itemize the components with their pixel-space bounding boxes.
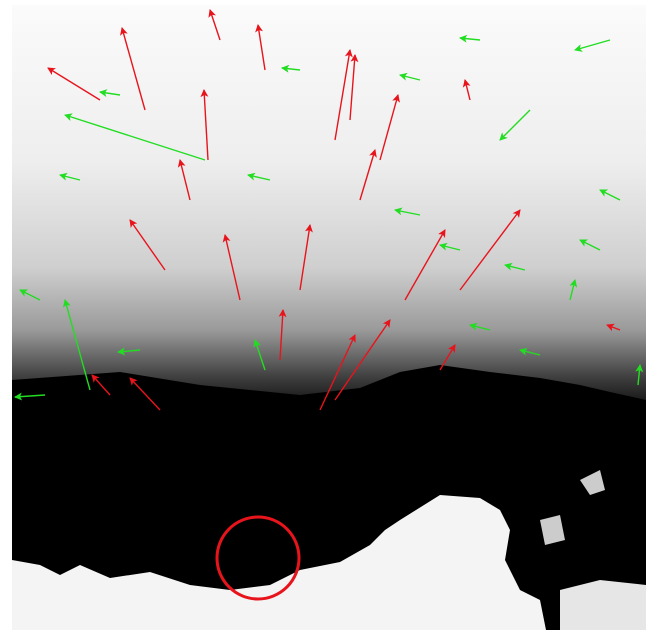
vector (255, 24, 266, 71)
vector (459, 209, 521, 291)
vector (439, 344, 456, 371)
vector (519, 347, 541, 356)
vector (177, 159, 191, 201)
highlight-circle (215, 515, 301, 601)
vector (59, 172, 81, 181)
vector (579, 239, 601, 251)
vector (129, 219, 166, 271)
vector (281, 64, 301, 73)
vector (399, 72, 421, 81)
vector (469, 322, 491, 331)
vector (64, 113, 206, 161)
vector (208, 9, 221, 41)
vector (14, 392, 46, 401)
vector (504, 262, 526, 271)
vector (222, 234, 241, 301)
bright-region (12, 495, 546, 630)
vector (319, 334, 356, 411)
vector (462, 79, 471, 101)
vector (47, 67, 101, 101)
vector (19, 289, 41, 301)
vector (99, 89, 121, 97)
vector (394, 207, 421, 216)
vector (569, 279, 578, 301)
vector (606, 323, 621, 332)
vector (247, 172, 271, 181)
vector (334, 319, 391, 401)
red-vectors (47, 9, 621, 411)
vector (439, 242, 461, 251)
vector (299, 224, 313, 291)
vector (253, 339, 266, 371)
vector (334, 49, 353, 141)
vector (379, 94, 400, 161)
bright-region (560, 580, 646, 630)
green-vectors (14, 34, 644, 401)
vector (574, 39, 611, 52)
vector (599, 189, 621, 201)
vector (278, 309, 287, 361)
vector (404, 229, 446, 301)
vector (459, 34, 481, 43)
vector (120, 27, 146, 111)
bright-patch (540, 470, 605, 545)
vector (499, 109, 531, 141)
vector (129, 377, 161, 411)
vector (117, 347, 141, 356)
vector (91, 374, 111, 396)
vector (200, 89, 209, 161)
vector (63, 299, 91, 391)
vector (635, 364, 644, 386)
vector (359, 149, 377, 201)
vector (349, 54, 359, 121)
